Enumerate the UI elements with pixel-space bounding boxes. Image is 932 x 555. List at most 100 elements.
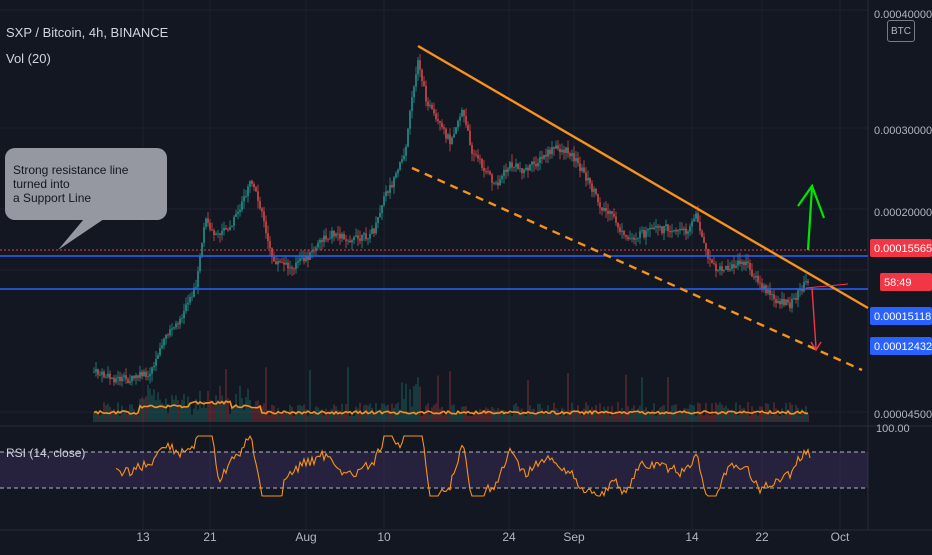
price-tag-bg xyxy=(870,307,932,325)
candle-body xyxy=(419,60,421,70)
candle-body xyxy=(449,134,451,145)
volume-bar xyxy=(251,407,253,422)
candle-body xyxy=(761,283,763,289)
volume-bar xyxy=(109,406,111,422)
volume-bar xyxy=(683,408,685,422)
volume-bar xyxy=(331,408,333,422)
volume-bar xyxy=(315,406,317,422)
candle-body xyxy=(119,376,121,382)
volume-bar xyxy=(541,408,543,422)
volume-indicator-label[interactable]: Vol (20) xyxy=(6,51,51,66)
candle-body xyxy=(241,201,243,211)
candle-body xyxy=(805,281,807,283)
volume-bar xyxy=(265,367,267,422)
red-connector-line xyxy=(805,283,849,289)
candle-body xyxy=(477,155,479,159)
candlestick-series xyxy=(93,54,809,387)
candle-body xyxy=(623,230,625,235)
volume-bar xyxy=(637,408,639,422)
candle-body xyxy=(229,227,231,230)
candle-body xyxy=(619,227,621,232)
volume-bar xyxy=(519,409,521,422)
candle-body xyxy=(643,230,645,238)
volume-bar xyxy=(589,413,591,422)
volume-bar xyxy=(253,409,255,422)
volume-bar xyxy=(387,404,389,422)
candle-body xyxy=(277,261,279,265)
candle-body xyxy=(103,371,105,378)
volume-bar xyxy=(211,400,213,422)
volume-bar xyxy=(319,409,321,422)
candle-body xyxy=(807,281,809,283)
candle-body xyxy=(269,241,271,249)
volume-bar xyxy=(481,409,483,422)
volume-bar xyxy=(229,413,231,422)
currency-badge[interactable]: BTC xyxy=(887,20,915,42)
volume-bar xyxy=(407,411,409,422)
candle-body xyxy=(473,153,475,155)
candle-body xyxy=(389,184,391,193)
candle-body xyxy=(549,149,551,155)
volume-bar xyxy=(199,390,201,422)
time-axis-label: Oct xyxy=(831,530,850,544)
candle-body xyxy=(393,177,395,188)
candle-body xyxy=(331,230,333,239)
volume-bar xyxy=(285,410,287,422)
candle-body xyxy=(723,269,725,271)
candle-body xyxy=(701,230,703,237)
volume-bar xyxy=(413,386,415,422)
candle-body xyxy=(267,233,269,242)
volume-bar xyxy=(209,399,211,422)
candle-body xyxy=(197,271,199,287)
volume-bar xyxy=(119,415,121,422)
volume-bars xyxy=(93,367,809,422)
candle-body xyxy=(637,237,639,239)
volume-bar xyxy=(219,386,221,422)
volume-bar xyxy=(687,408,689,422)
candle-body xyxy=(729,268,731,271)
annotation-callout[interactable]: Strong resistance line turned into a Sup… xyxy=(5,148,167,220)
time-axis-label: 24 xyxy=(502,530,516,544)
volume-bar xyxy=(167,413,169,422)
candle-body xyxy=(167,334,169,336)
candle-body xyxy=(577,158,579,164)
volume-bar xyxy=(439,408,441,422)
candle-body xyxy=(467,124,469,131)
candle-body xyxy=(381,205,383,214)
candle-body xyxy=(231,225,233,228)
volume-bar xyxy=(757,415,759,422)
volume-bar xyxy=(745,411,747,422)
volume-bar xyxy=(621,407,623,422)
symbol-title[interactable]: SXP / Bitcoin, 4h, BINANCE xyxy=(6,25,169,40)
volume-bar xyxy=(431,407,433,422)
volume-bar xyxy=(243,409,245,422)
volume-bar xyxy=(187,396,189,422)
candle-body xyxy=(457,120,459,128)
candle-body xyxy=(625,234,627,237)
candle-body xyxy=(559,148,561,153)
candle-body xyxy=(249,180,251,187)
candle-body xyxy=(529,164,531,171)
volume-bar xyxy=(477,412,479,422)
volume-bar xyxy=(299,404,301,422)
candle-body xyxy=(455,127,457,134)
volume-bar xyxy=(115,412,117,422)
volume-bar xyxy=(415,384,417,422)
volume-bar xyxy=(603,406,605,422)
volume-bar xyxy=(615,411,617,422)
time-axis-label: 21 xyxy=(203,530,217,544)
volume-bar xyxy=(605,411,607,422)
red-down-arrow-head xyxy=(810,341,822,352)
volume-bar xyxy=(543,413,545,422)
candle-body xyxy=(245,196,247,197)
price-axis-label: 0.00030000 xyxy=(874,125,932,137)
volume-bar xyxy=(405,383,407,422)
candle-body xyxy=(283,262,285,265)
volume-bar xyxy=(313,412,315,422)
rsi-indicator-label[interactable]: RSI (14, close) xyxy=(6,446,86,460)
candle-body xyxy=(437,119,439,122)
candle-body xyxy=(225,228,227,230)
candle-body xyxy=(587,177,589,181)
